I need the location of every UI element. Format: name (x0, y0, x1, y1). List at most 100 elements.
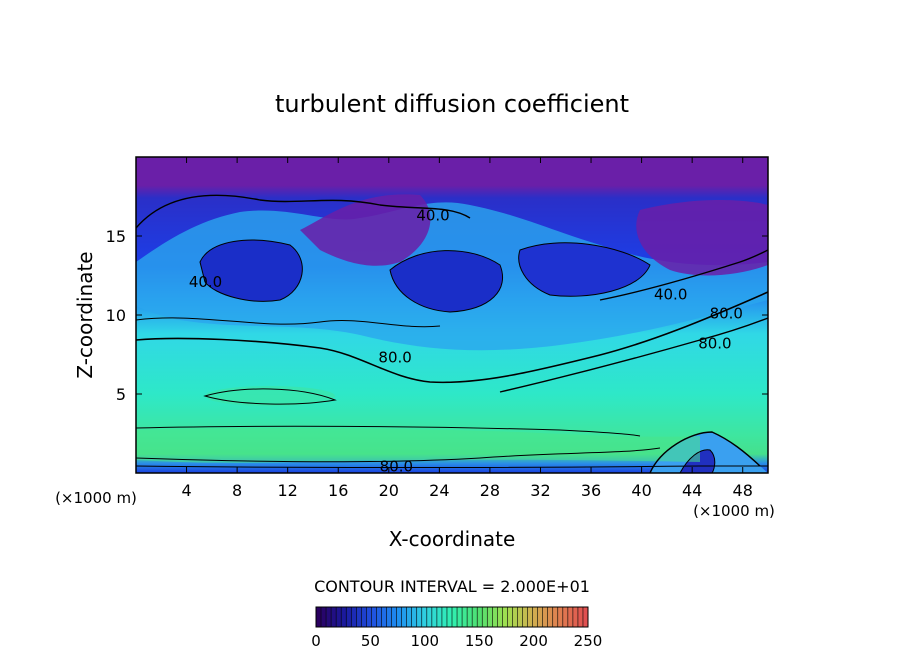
x-tick-label: 8 (232, 481, 242, 500)
colorbar-swatch (446, 607, 452, 627)
colorbar-tick-label: 0 (311, 632, 321, 650)
colorbar-tick-label: 100 (410, 632, 439, 650)
colorbar-swatch (386, 607, 392, 627)
colorbar-swatch (517, 607, 523, 627)
colorbar-swatch (326, 607, 332, 627)
colorbar-swatch (577, 607, 583, 627)
mid-level-lens (205, 386, 335, 406)
colorbar-swatch (416, 607, 422, 627)
colorbar-swatch (472, 607, 478, 627)
colorbar-swatch (462, 607, 468, 627)
colorbar-swatch (567, 607, 573, 627)
colorbar-swatch (396, 607, 402, 627)
x-tick-label: 4 (181, 481, 191, 500)
contour-line-lower-2 (136, 447, 661, 463)
colorbar-swatch (532, 607, 538, 627)
contour-line-bottom (136, 465, 768, 468)
upper-layer-tongue-right (636, 200, 768, 276)
contour-label: 80.0 (378, 349, 411, 367)
contour-line-mid (136, 317, 441, 328)
colorbar-swatch (507, 607, 513, 627)
contour-line-80-main (136, 291, 768, 384)
y-axis-ticks: 5 10 15 (106, 227, 768, 404)
eddy-core-left (200, 240, 303, 302)
colorbar-swatch (321, 607, 327, 627)
colorbar-swatch (331, 607, 337, 627)
contour-label-layer: 40.0 40.0 40.0 80.0 80.0 80.0 80.0 (189, 206, 743, 476)
colorbar-swatch (557, 607, 563, 627)
colorbar-swatch (547, 607, 553, 627)
colorbar-swatch (361, 607, 367, 627)
contour-line-40-eddy-middle (389, 250, 503, 313)
x-axis-unit: (×1000 m) (693, 502, 775, 520)
contour-label: 80.0 (710, 304, 743, 322)
x-tick-label: 28 (480, 481, 500, 500)
colorbar-swatch (477, 607, 483, 627)
colorbar-tick-labels: 0 50 100 150 200 250 (311, 632, 602, 650)
colorbar-swatch (452, 607, 458, 627)
colorbar-swatch (406, 607, 412, 627)
x-tick-label: 16 (328, 481, 348, 500)
colorbar-swatch (316, 607, 322, 627)
colorbar-swatch (457, 607, 463, 627)
y-tick-label: 5 (116, 385, 126, 404)
colorbar (315, 606, 589, 628)
colorbar-swatch (366, 607, 372, 627)
colorbar-swatch (487, 607, 493, 627)
contour-label: 40.0 (189, 273, 222, 291)
contour-line-strong-mixing (649, 431, 761, 473)
colorbar-swatch (512, 607, 518, 627)
y-tick-label: 10 (106, 306, 126, 325)
eddy-core-right (518, 242, 650, 297)
colorbar-swatch (381, 607, 387, 627)
contour-line-40-eddy-right (518, 242, 651, 297)
colorbar-swatch (562, 607, 568, 627)
x-tick-label: 40 (631, 481, 651, 500)
contour-lines (136, 194, 768, 473)
contour-label: 80.0 (380, 458, 413, 476)
colorbar-tick-label: 150 (465, 632, 494, 650)
colorbar-frame (315, 606, 589, 628)
colorbar-swatch (426, 607, 432, 627)
contour-line-lens (203, 388, 337, 405)
colorbar-swatch (537, 607, 543, 627)
colorbar-swatch (482, 607, 488, 627)
colorbar-swatch (522, 607, 528, 627)
contour-line-strong-mixing-inner (679, 449, 716, 473)
colorbar-swatch (552, 607, 558, 627)
upper-layer-tongue (300, 194, 431, 266)
colorbar-swatch (497, 607, 503, 627)
colorbar-swatch (421, 607, 427, 627)
colorbar-tick-label: 50 (361, 632, 380, 650)
x-tick-label: 36 (581, 481, 601, 500)
y-axis-unit: (×1000 m) (55, 489, 137, 507)
eddy-core-middle (390, 250, 503, 312)
x-tick-label: 48 (733, 481, 753, 500)
colorbar-swatch (336, 607, 342, 627)
contour-interval-note: CONTOUR INTERVAL = 2.000E+01 (314, 577, 590, 596)
colorbar-swatch (391, 607, 397, 627)
plot-area: 40.0 40.0 40.0 80.0 80.0 80.0 80.0 (136, 157, 768, 476)
x-axis-label: X-coordinate (389, 527, 516, 551)
x-axis-ticks: 4 8 12 16 20 24 28 32 36 40 44 48 (181, 157, 753, 500)
contour-label: 80.0 (698, 334, 731, 352)
colorbar-swatch (441, 607, 447, 627)
x-tick-label: 20 (379, 481, 399, 500)
y-axis-label: Z-coordinate (73, 251, 97, 378)
colorbar-swatch (527, 607, 533, 627)
colorbar-swatch (401, 607, 407, 627)
x-tick-label: 12 (278, 481, 298, 500)
contour-line-40-eddy-left (199, 239, 303, 302)
colorbar-tick-label: 200 (519, 632, 548, 650)
contour-line-80-lower (499, 317, 768, 393)
x-tick-label: 32 (530, 481, 550, 500)
colorbar-swatch (351, 607, 357, 627)
colorbar-swatch (492, 607, 498, 627)
colorbar-swatch (431, 607, 437, 627)
colorbar-swatch (346, 607, 352, 627)
colorbar-swatch (572, 607, 578, 627)
contour-line-lower-1 (136, 425, 641, 437)
colorbar-swatch (411, 607, 417, 627)
colorbar-swatch (582, 607, 588, 627)
colorbar-tick-label: 250 (574, 632, 603, 650)
